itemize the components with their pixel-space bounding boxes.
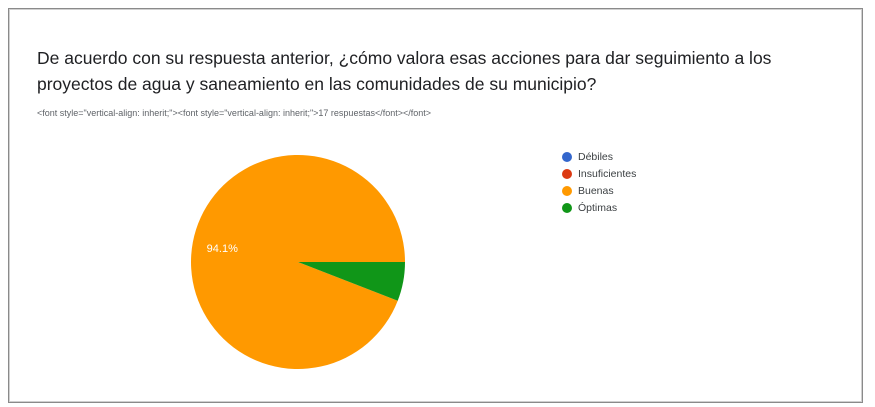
legend-item: Óptimas: [562, 199, 636, 216]
pie-slice-óptimas: [298, 262, 405, 301]
legend-label: Óptimas: [578, 201, 618, 214]
chart-legend: Débiles Insuficientes Buenas Óptimas: [562, 148, 636, 216]
slice-label: 94.1%: [207, 243, 238, 255]
legend-label: Insuficientes: [578, 167, 637, 180]
question-card: De acuerdo con su respuesta anterior, ¿c…: [8, 8, 863, 403]
legend-label: Débiles: [578, 150, 614, 163]
legend-item: Buenas: [562, 182, 636, 199]
legend-swatch: [562, 151, 572, 162]
pie-slice-buenas: [190, 154, 405, 369]
legend-swatch: [562, 202, 572, 213]
legend-swatch: [562, 168, 572, 179]
response-count: <font style="vertical-align: inherit;"><…: [37, 108, 432, 118]
legend-item: Débiles: [562, 148, 636, 165]
legend-swatch: [562, 185, 572, 196]
legend-item: Insuficientes: [562, 165, 636, 182]
question-title: De acuerdo con su respuesta anterior, ¿c…: [37, 48, 772, 94]
legend-label: Buenas: [578, 184, 614, 197]
